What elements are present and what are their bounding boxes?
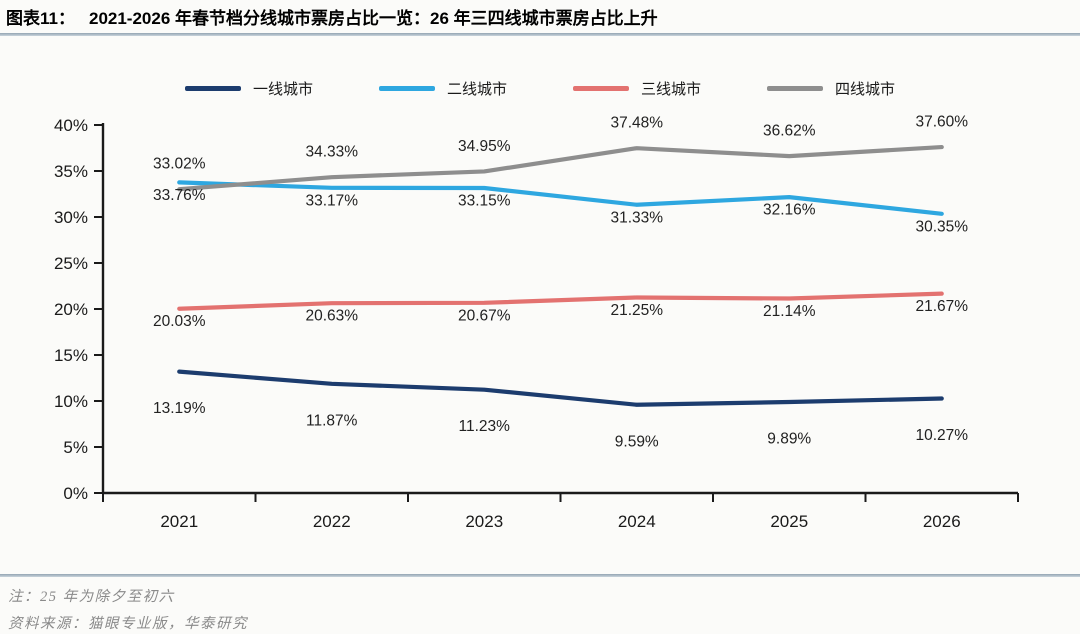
- y-axis-tick-label: 5%: [63, 438, 88, 457]
- footer-divider: [0, 574, 1080, 577]
- data-label-series1: 33.17%: [305, 192, 358, 209]
- chart-note: 注：25 年为除夕至初六: [8, 589, 175, 605]
- y-axis-tick-label: 20%: [54, 300, 88, 319]
- legend-label-tier2: 二线城市: [446, 81, 507, 98]
- data-label-series0: 11.23%: [459, 418, 511, 435]
- y-axis-tick-label: 15%: [54, 346, 88, 365]
- data-label-series2: 21.25%: [610, 302, 663, 319]
- figure-title: 图表11： 2021-2026 年春节档分线城市票房占比一览：26 年三四线城市票…: [6, 7, 1070, 31]
- figure-title-text: 2021-2026 年春节档分线城市票房占比一览：26 年三四线城市票房占比上升: [88, 9, 658, 28]
- data-label-series2: 20.67%: [458, 307, 511, 324]
- series-line-3: [177, 144, 944, 192]
- y-axis-tick-label: 0%: [63, 484, 88, 503]
- legend-label-tier1: 一线城市: [252, 81, 313, 98]
- data-label-series0: 9.89%: [767, 431, 811, 448]
- data-label-series0: 13.19%: [153, 400, 206, 417]
- y-axis-tick-label: 10%: [54, 392, 88, 411]
- legend-swatch-tier2: [378, 86, 435, 91]
- legend-item-tier1: 一线城市: [184, 78, 313, 99]
- data-label-series3: 36.62%: [763, 123, 816, 140]
- legend-item-tier2: 二线城市: [378, 78, 507, 99]
- legend-swatch-tier3: [573, 86, 629, 91]
- y-axis-tick-label: 35%: [54, 162, 88, 181]
- data-label-series0: 11.87%: [306, 412, 358, 429]
- data-label-series2: 20.03%: [153, 313, 206, 330]
- data-label-series3: 34.33%: [305, 144, 358, 161]
- series-line-1: [177, 180, 944, 216]
- series-line-2: [177, 291, 944, 311]
- legend-label-tier3: 三线城市: [641, 81, 702, 98]
- figure-number-label: 图表11：: [6, 9, 75, 28]
- y-axis-tick-label: 25%: [54, 254, 88, 273]
- data-label-series2: 21.14%: [763, 303, 816, 320]
- legend-swatch-tier1: [184, 86, 241, 91]
- chart-source: 资料来源：猫眼专业版，华泰研究: [8, 616, 248, 632]
- chart-legend: 一线城市 二线城市 三线城市 四线城市: [0, 78, 1080, 99]
- legend-label-tier4: 四线城市: [835, 81, 896, 98]
- data-label-series3: 33.02%: [153, 156, 206, 173]
- data-label-series1: 33.76%: [153, 187, 206, 204]
- legend-item-tier4: 四线城市: [767, 78, 895, 99]
- data-label-series1: 30.35%: [915, 218, 968, 235]
- y-axis-tick-label: 30%: [54, 208, 88, 227]
- data-label-series0: 9.59%: [615, 433, 659, 450]
- title-divider: [0, 33, 1080, 36]
- data-label-series0: 10.27%: [915, 427, 968, 444]
- data-label-series3: 34.95%: [458, 138, 511, 155]
- data-label-series2: 20.63%: [305, 308, 358, 325]
- series-line-0: [177, 369, 944, 407]
- x-axis-tick-label: 2023: [465, 512, 503, 531]
- data-label-series3: 37.60%: [915, 114, 968, 131]
- y-axis-tick-label: 40%: [54, 116, 88, 135]
- data-label-series3: 37.48%: [610, 115, 663, 132]
- x-axis-tick-label: 2022: [313, 512, 351, 531]
- figure-header: 图表11： 2021-2026 年春节档分线城市票房占比一览：26 年三四线城市票…: [0, 0, 1080, 31]
- line-chart: 0% 5% 10% 15% 20% 25% 30% 35% 40% 2021 2022 2023 202…: [54, 114, 1019, 531]
- x-axis-tick-label: 2024: [618, 512, 656, 531]
- data-label-series1: 32.16%: [763, 202, 816, 219]
- x-axis-tick-label: 2021: [160, 512, 198, 531]
- data-label-series1: 33.15%: [458, 193, 511, 210]
- legend-item-tier3: 三线城市: [573, 78, 701, 99]
- x-axis-tick-label: 2026: [923, 512, 961, 531]
- data-label-series2: 21.67%: [915, 298, 968, 315]
- data-label-series1: 31.33%: [610, 209, 663, 226]
- legend-swatch-tier4: [767, 86, 824, 91]
- x-axis-tick-label: 2025: [770, 512, 808, 531]
